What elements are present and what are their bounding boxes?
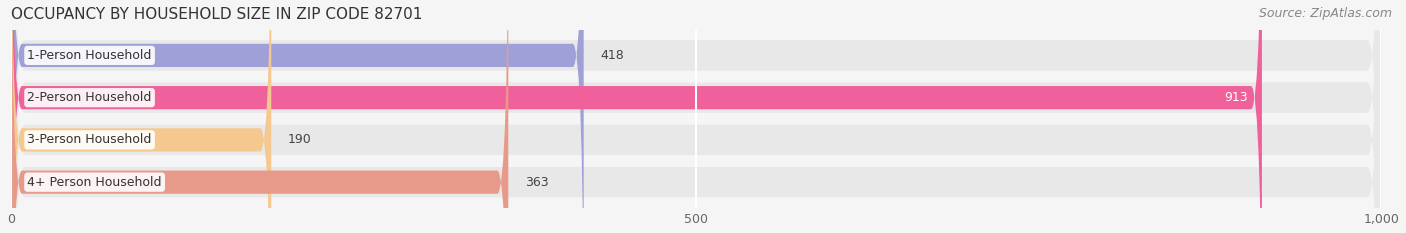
FancyBboxPatch shape [11, 0, 1263, 233]
FancyBboxPatch shape [11, 0, 1381, 233]
Text: 3-Person Household: 3-Person Household [27, 134, 152, 146]
FancyBboxPatch shape [11, 0, 1381, 233]
Text: OCCUPANCY BY HOUSEHOLD SIZE IN ZIP CODE 82701: OCCUPANCY BY HOUSEHOLD SIZE IN ZIP CODE … [11, 7, 422, 22]
FancyBboxPatch shape [11, 0, 271, 233]
FancyBboxPatch shape [11, 0, 509, 233]
FancyBboxPatch shape [11, 0, 1381, 233]
FancyBboxPatch shape [11, 0, 1381, 233]
Text: 363: 363 [524, 176, 548, 189]
Text: Source: ZipAtlas.com: Source: ZipAtlas.com [1258, 7, 1392, 20]
Text: 1-Person Household: 1-Person Household [27, 49, 152, 62]
Text: 4+ Person Household: 4+ Person Household [27, 176, 162, 189]
Text: 418: 418 [600, 49, 624, 62]
Text: 2-Person Household: 2-Person Household [27, 91, 152, 104]
Text: 190: 190 [288, 134, 312, 146]
FancyBboxPatch shape [11, 0, 583, 233]
Text: 913: 913 [1225, 91, 1249, 104]
